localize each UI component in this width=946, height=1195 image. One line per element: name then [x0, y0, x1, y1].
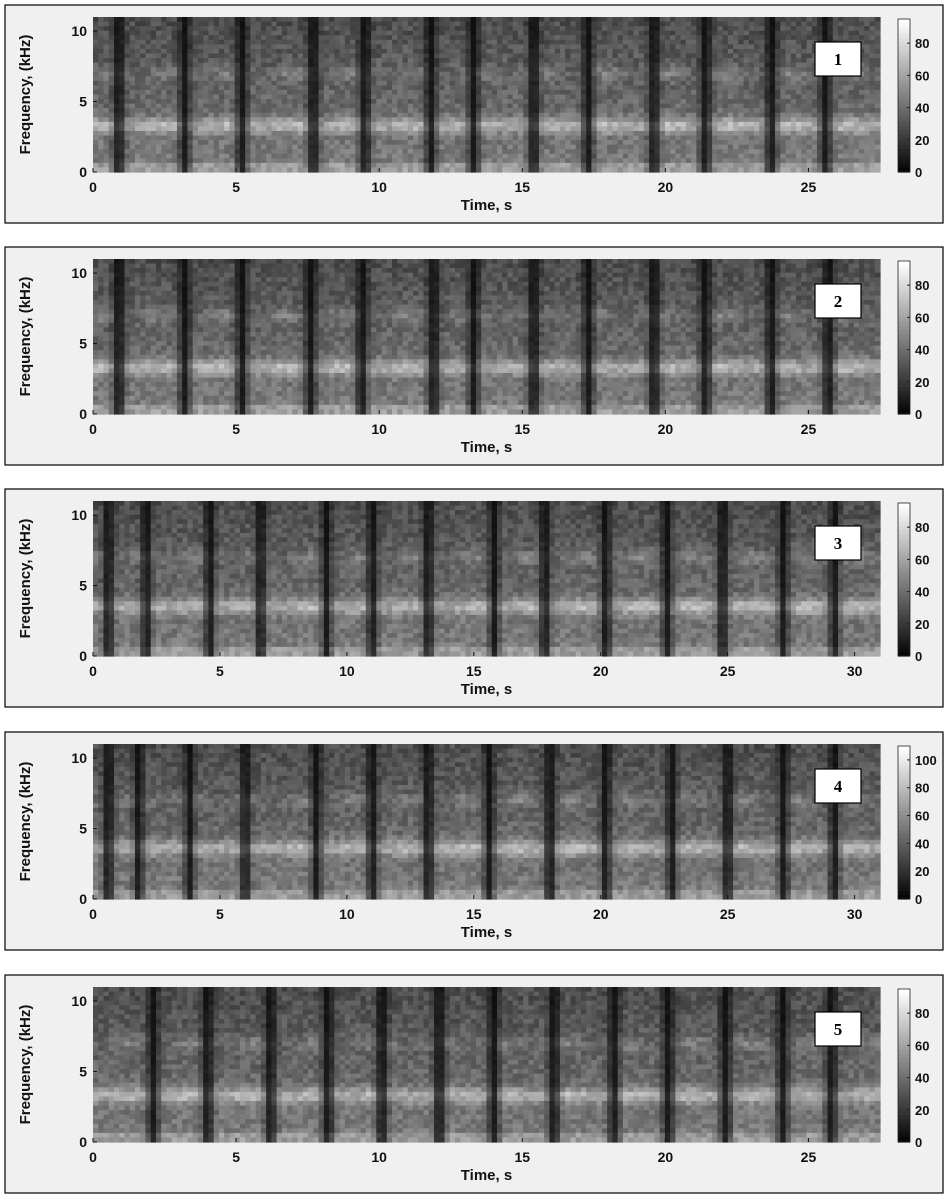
colorbar-tick-label: 40: [915, 1071, 929, 1086]
colorbar-tick-label: 20: [915, 864, 929, 879]
spectrogram-panel-5: 0 5 10 15 20 25 0 5 10 Time, s Frequency, (kHz) 5 0 2…: [5, 975, 943, 1193]
colorbar-tick-label: 0: [915, 1135, 922, 1150]
x-tick-label: 10: [339, 663, 355, 679]
colorbar-tick-label: 0: [915, 649, 922, 664]
x-tick-label: 25: [720, 663, 736, 679]
y-tick-label: 10: [71, 993, 87, 1009]
colorbar-tick-label: 60: [915, 809, 929, 824]
colorbar-tick-label: 80: [915, 1006, 929, 1021]
x-tick-label: 5: [216, 663, 224, 679]
x-tick-label: 25: [801, 1149, 817, 1165]
y-tick-label: 5: [79, 336, 87, 352]
y-tick-label: 5: [79, 94, 87, 110]
y-axis-label: Frequency, (kHz): [17, 1005, 34, 1125]
x-tick-label: 20: [593, 906, 609, 922]
x-axis-label: Time, s: [461, 439, 512, 456]
x-tick-label: 15: [514, 179, 530, 195]
x-tick-label: 15: [466, 663, 482, 679]
colorbar-tick-label: 20: [915, 617, 929, 632]
colorbar-tick-label: 0: [915, 892, 922, 907]
y-tick-label: 10: [71, 750, 87, 766]
x-tick-label: 5: [232, 1149, 240, 1165]
colorbar-tick-label: 40: [915, 585, 929, 600]
y-tick-label: 0: [79, 164, 87, 180]
panel-number-label: 4: [834, 777, 843, 796]
colorbar-tick-label: 60: [915, 68, 929, 83]
colorbar-tick-label: 0: [915, 407, 922, 422]
x-tick-label: 5: [216, 906, 224, 922]
spectrogram-image: [93, 501, 881, 657]
spectrogram-image: [93, 17, 881, 173]
colorbar-tick-label: 80: [915, 278, 929, 293]
x-tick-label: 0: [89, 179, 97, 195]
colorbar-tick-label: 40: [915, 101, 929, 116]
x-tick-label: 10: [339, 906, 355, 922]
y-tick-label: 10: [71, 265, 87, 281]
y-tick-label: 0: [79, 891, 87, 907]
colorbar-tick-label: 80: [915, 36, 929, 51]
x-tick-label: 30: [847, 906, 863, 922]
colorbar-tick-label: 40: [915, 836, 929, 851]
x-tick-label: 5: [232, 421, 240, 437]
y-axis-label: Frequency, (kHz): [17, 762, 34, 882]
y-tick-label: 10: [71, 507, 87, 523]
y-tick-label: 0: [79, 648, 87, 664]
colorbar-tick-label: 40: [915, 343, 929, 358]
x-tick-label: 25: [720, 906, 736, 922]
colorbar-tick-label: 100: [915, 753, 937, 768]
panel-number-label: 3: [834, 534, 843, 553]
spectrogram-image: [93, 744, 881, 900]
x-tick-label: 0: [89, 663, 97, 679]
y-tick-label: 5: [79, 1064, 87, 1080]
x-tick-label: 0: [89, 906, 97, 922]
x-tick-label: 20: [658, 179, 674, 195]
colorbar-tick-label: 80: [915, 781, 929, 796]
x-axis-label: Time, s: [461, 924, 512, 941]
x-tick-label: 15: [466, 906, 482, 922]
y-tick-label: 5: [79, 821, 87, 837]
y-tick-label: 0: [79, 406, 87, 422]
colorbar-tick-label: 20: [915, 1103, 929, 1118]
x-tick-label: 0: [89, 421, 97, 437]
x-tick-label: 10: [371, 1149, 387, 1165]
x-tick-label: 10: [371, 179, 387, 195]
y-axis-label: Frequency, (kHz): [17, 277, 34, 397]
spectrogram-panel-4: 0 5 10 15 20 25 30 0 5 10 Time, s Frequency, (kHz) 4…: [5, 732, 943, 950]
colorbar-tick-label: 60: [915, 310, 929, 325]
colorbar-tick-label: 60: [915, 552, 929, 567]
y-tick-label: 5: [79, 578, 87, 594]
x-tick-label: 25: [801, 179, 817, 195]
x-axis-label: Time, s: [461, 681, 512, 698]
y-tick-label: 0: [79, 1134, 87, 1150]
spectrogram-image: [93, 987, 881, 1143]
x-tick-label: 25: [801, 421, 817, 437]
panel-number-label: 1: [834, 50, 843, 69]
x-tick-label: 15: [514, 1149, 530, 1165]
colorbar-tick-label: 0: [915, 165, 922, 180]
colorbar-tick-label: 20: [915, 133, 929, 148]
x-tick-label: 0: [89, 1149, 97, 1165]
x-tick-label: 15: [514, 421, 530, 437]
spectrogram-image: [93, 259, 881, 415]
panel-number-label: 5: [834, 1020, 843, 1039]
panel-number-label: 2: [834, 292, 843, 311]
y-axis-label: Frequency, (kHz): [17, 519, 34, 639]
x-axis-label: Time, s: [461, 1167, 512, 1184]
x-tick-label: 20: [658, 1149, 674, 1165]
colorbar-tick-label: 20: [915, 375, 929, 390]
colorbar-tick-label: 60: [915, 1038, 929, 1053]
x-tick-label: 20: [658, 421, 674, 437]
x-axis-label: Time, s: [461, 197, 512, 214]
y-axis-label: Frequency, (kHz): [17, 35, 34, 155]
y-tick-label: 10: [71, 23, 87, 39]
colorbar-tick-label: 80: [915, 520, 929, 535]
x-tick-label: 5: [232, 179, 240, 195]
x-tick-label: 30: [847, 663, 863, 679]
x-tick-label: 10: [371, 421, 387, 437]
x-tick-label: 20: [593, 663, 609, 679]
